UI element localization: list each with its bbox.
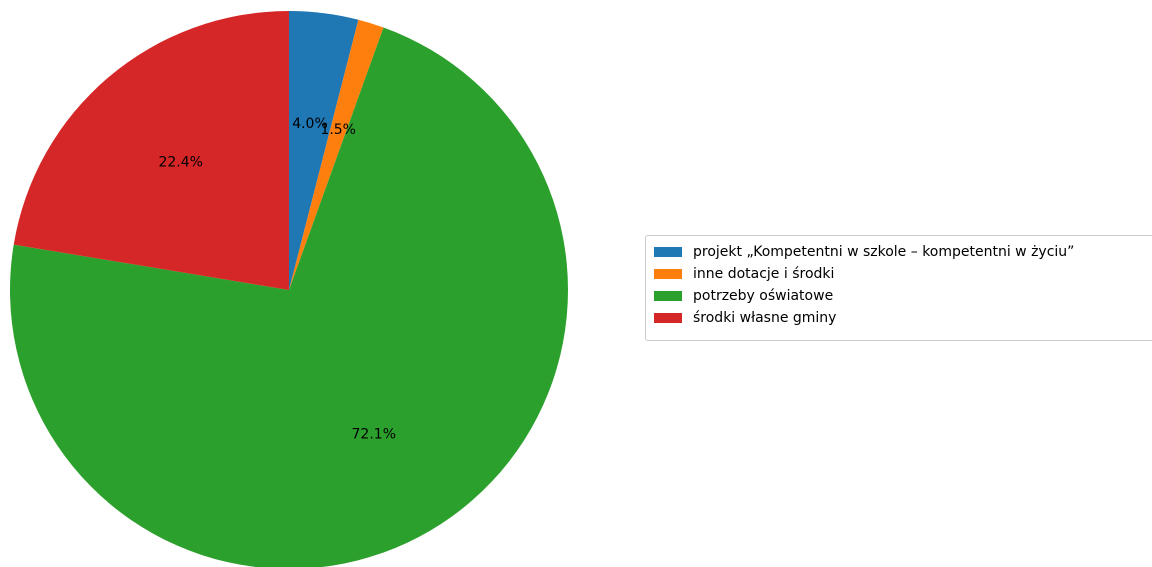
legend-entry-projekt: projekt „Kompetentni w szkole – kompeten… [654, 241, 1152, 263]
pie-label-2: 72.1% [352, 426, 396, 442]
legend-entry-potrzeby-oswiatowe: potrzeby oświatowe [654, 285, 1152, 307]
pie-label-1: 1.5% [320, 122, 356, 138]
legend: projekt „Kompetentni w szkole – kompeten… [645, 235, 1152, 341]
pie-slice-3 [13, 11, 289, 290]
legend-swatch-potrzeby-oswiatowe [654, 291, 682, 301]
legend-swatch-srodki-wlasne [654, 313, 682, 323]
pie-label-0: 4.0% [292, 116, 328, 132]
legend-entry-srodki-wlasne: środki własne gminy [654, 307, 1152, 329]
legend-label-potrzeby-oswiatowe: potrzeby oświatowe [693, 288, 834, 304]
legend-swatch-projekt [654, 247, 682, 257]
pie-slice-1 [289, 19, 384, 291]
pie-slice-2 [10, 27, 568, 567]
legend-swatch-inne-dotacje [654, 269, 682, 279]
pie-percent-labels: 4.0%1.5% 72.1% 22.4% [158, 116, 396, 442]
pie-slice-0 [289, 11, 359, 290]
legend-label-inne-dotacje: inne dotacje i środki [693, 266, 835, 282]
pie-label-3: 22.4% [158, 154, 202, 170]
legend-label-srodki-wlasne: środki własne gminy [693, 310, 837, 326]
legend-entry-inne-dotacje: inne dotacje i środki [654, 263, 1152, 285]
pie-slices [10, 11, 568, 567]
legend-label-projekt: projekt „Kompetentni w szkole – kompeten… [693, 244, 1075, 260]
